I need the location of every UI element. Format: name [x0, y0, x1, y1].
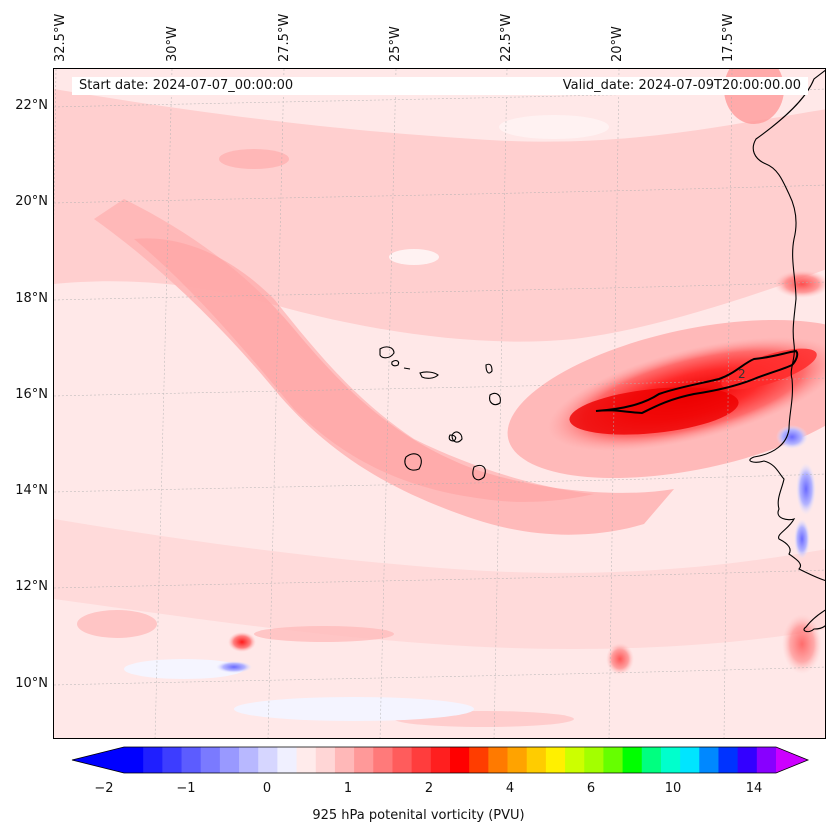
- colorbar-tick: 14: [745, 781, 763, 796]
- colorbar-swatch: [354, 747, 374, 773]
- pv-negative-cell: [796, 463, 816, 515]
- colorbar-swatch: [430, 747, 451, 773]
- colorbar-swatch: [392, 747, 413, 773]
- colorbar-extend-over: [776, 747, 808, 773]
- colorbar-swatch: [181, 747, 202, 773]
- africa-coastline: [749, 69, 825, 581]
- colorbar-swatch: [373, 747, 393, 773]
- pv-light-patch: [499, 115, 609, 139]
- lat-label: 12°N: [15, 579, 48, 594]
- lon-label: 32.5°W: [53, 13, 68, 62]
- colorbar-swatch: [718, 747, 739, 773]
- contour-label: 2: [738, 367, 746, 381]
- pv-cell: [606, 643, 634, 675]
- colorbar-tick: 4: [505, 781, 515, 796]
- colorbar-label: 925 hPa potenital vorticity (PVU): [312, 808, 525, 823]
- gridlines: [54, 69, 825, 738]
- map-info-banner: Start date: 2024-07-07_00:00:00 Valid_da…: [72, 77, 808, 95]
- pv-cell: [774, 270, 825, 298]
- colorbar-swatch: [239, 747, 259, 773]
- colorbar-tick: 10: [664, 781, 682, 796]
- colorbar-swatch: [660, 747, 681, 773]
- colorbar-swatch: [411, 747, 432, 773]
- lon-label: 22.5°W: [499, 13, 514, 62]
- colorbar-swatch: [258, 747, 278, 773]
- colorbar-tick: 6: [586, 781, 596, 796]
- colorbar-outline: [71, 746, 810, 774]
- colorbar: [71, 746, 810, 774]
- colorbar-swatch: [584, 747, 604, 773]
- colorbar-tick: 0: [262, 781, 272, 796]
- pv-field-map: 2: [54, 69, 825, 738]
- colorbar-extend-under: [72, 747, 124, 773]
- colorbar-swatch: [699, 747, 719, 773]
- guinea-coast: [803, 609, 825, 633]
- pv-light-patch: [124, 659, 244, 679]
- colorbar-swatch: [622, 747, 643, 773]
- colorbar-swatch: [507, 747, 528, 773]
- pv-core-east: [721, 348, 817, 390]
- colorbar-swatch: [565, 747, 585, 773]
- lon-label: 25°W: [388, 26, 403, 62]
- lon-label: 27.5°W: [277, 13, 292, 62]
- lat-label: 10°N: [15, 676, 48, 691]
- colorbar-swatch: [680, 747, 700, 773]
- colorbar-swatch: [124, 747, 144, 773]
- pv-contour-2: [595, 349, 799, 415]
- pv-negative-cell: [216, 661, 252, 673]
- colorbar-swatch: [450, 747, 470, 773]
- lat-label: 16°N: [15, 387, 48, 402]
- colorbar-swatch: [641, 747, 662, 773]
- colorbar-swatch: [603, 747, 624, 773]
- pv-cell: [782, 614, 822, 674]
- colorbar-swatch: [296, 747, 317, 773]
- colorbar-swatch: [200, 747, 221, 773]
- pv-cell: [228, 632, 256, 652]
- pv-negative-cell: [794, 519, 810, 559]
- lat-label: 22°N: [15, 98, 48, 113]
- lat-label: 14°N: [15, 483, 48, 498]
- colorbar-tick: −1: [176, 781, 196, 796]
- colorbar-tick: −2: [94, 781, 114, 796]
- pv-light-patch: [234, 697, 474, 721]
- colorbar-swatch: [488, 747, 509, 773]
- pv-negative-cell: [776, 425, 808, 449]
- pv-cell: [219, 149, 289, 169]
- start-date-label: Start date: 2024-07-07_00:00:00: [79, 78, 294, 93]
- pv-streamer-2: [134, 238, 594, 502]
- valid-date-label: Valid_date: 2024-07-09T20:00:00.00: [562, 78, 801, 93]
- colorbar-swatch: [219, 747, 240, 773]
- colorbar-swatch: [526, 747, 547, 773]
- pv-light-patch: [389, 249, 439, 265]
- colorbar-swatch: [334, 747, 355, 773]
- colorbar-swatch: [143, 747, 163, 773]
- lat-label: 18°N: [15, 291, 48, 306]
- cabo-verde-islands: [379, 346, 501, 481]
- lon-label: 17.5°W: [721, 13, 736, 62]
- colorbar-swatch: [315, 747, 336, 773]
- colorbar-swatch: [545, 747, 566, 773]
- colorbar-swatch: [737, 747, 758, 773]
- map-panel: 2: [53, 68, 826, 739]
- colorbar-swatch: [162, 747, 183, 773]
- colorbar-swatch: [469, 747, 489, 773]
- pv-core-inner: [569, 387, 739, 435]
- pv-cell: [254, 626, 394, 642]
- colorbar-swatch: [756, 747, 777, 773]
- lon-label: 30°W: [165, 26, 180, 62]
- pv-band-south: [54, 519, 825, 649]
- colorbar-tick: 2: [424, 781, 434, 796]
- colorbar-tick: 1: [343, 781, 353, 796]
- lon-label: 20°W: [610, 26, 625, 62]
- lat-label: 20°N: [15, 194, 48, 209]
- pv-cell: [77, 610, 157, 638]
- colorbar-swatch: [277, 747, 298, 773]
